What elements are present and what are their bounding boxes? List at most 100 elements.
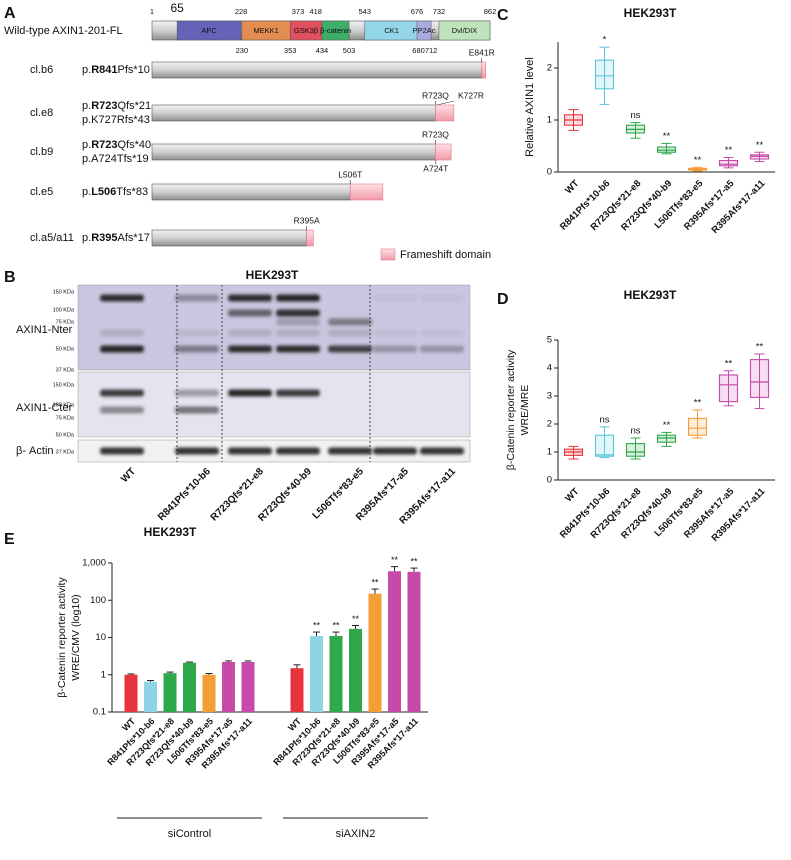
blot-membrane (77, 371, 471, 438)
y-axis-label: Relative AXIN1 level (524, 57, 536, 157)
chart-title: HEK293T (624, 288, 677, 302)
bar (290, 668, 304, 712)
mutation-part: R395 (91, 232, 117, 244)
bar (241, 661, 255, 712)
mutation-part: R841 (91, 64, 117, 76)
blot-band (100, 329, 144, 337)
blot-band (100, 294, 144, 302)
position-label: 434 (316, 46, 329, 55)
truncated-protein (151, 183, 351, 201)
significance: ns (630, 426, 640, 437)
domain-label: Dvl/DIX (452, 26, 477, 35)
y-tick-label: 2 (547, 63, 552, 74)
domain-label: PP2Ac (413, 26, 436, 35)
blot-band (228, 309, 272, 317)
bar (349, 628, 362, 712)
position-label: 373 (292, 7, 305, 16)
legend-label: Frameshift domain (400, 249, 491, 261)
position-label: 862 (484, 7, 497, 16)
blot-band (328, 345, 372, 353)
truncated-protein (151, 229, 307, 247)
y-tick-label: 1 (547, 115, 552, 126)
blot-band (373, 329, 417, 337)
x-tick-label: WT (563, 486, 581, 504)
blot-band (276, 309, 320, 317)
mutation-part: L506 (91, 186, 116, 198)
bar (310, 635, 323, 712)
chart-title: HEK293T (624, 6, 677, 20)
mutation-part: p. (82, 139, 91, 151)
clone-label: cl.b9 (30, 146, 53, 158)
mutation-part: Pfs*10 (117, 64, 149, 76)
blot-band (328, 329, 372, 337)
blot-row-label: AXIN1-Nter (16, 324, 73, 336)
blot-row-label: β- Actin (16, 445, 54, 457)
x-tick-label: R395Afs*17-a11 (710, 486, 768, 544)
y-tick-label: 5 (547, 335, 552, 346)
domain-label: MEKK1 (253, 26, 278, 35)
position-label: 732 (433, 7, 446, 16)
kda-label: 37 KDa (56, 367, 75, 373)
kda-label: 100 KDa (53, 307, 75, 313)
blot-band (420, 447, 464, 455)
blot-band (228, 345, 272, 353)
frameshift-domain (481, 61, 486, 79)
mutation-part: p. (82, 232, 91, 244)
mutation-label: p.R723Qfs*40 (82, 139, 151, 151)
y-axis-label: β-Catenin reporter activity (56, 577, 68, 698)
domain (176, 20, 242, 41)
note-leader (436, 100, 455, 106)
blot-band (175, 447, 219, 455)
bar (388, 571, 401, 712)
position-label: 1 (150, 7, 154, 16)
y-tick-label: 0 (547, 475, 552, 486)
significance: ns (630, 110, 640, 121)
bar (329, 635, 343, 712)
mutation-part: p. (82, 186, 91, 198)
significance: ** (332, 620, 340, 630)
position-label: 712 (425, 46, 438, 55)
significance: ** (725, 145, 733, 156)
position-label: 543 (359, 7, 372, 16)
group-label: siControl (168, 828, 211, 840)
box (749, 359, 770, 398)
bar (368, 593, 382, 712)
panel-label: C (497, 7, 509, 24)
significance: ** (352, 614, 360, 624)
mutation-label: p.K727Rfs*43 (82, 114, 150, 126)
blot-band (276, 318, 320, 326)
blot-band (228, 294, 272, 302)
bar (124, 674, 138, 712)
kda-label: 150 KDa (53, 289, 75, 295)
significance: ** (313, 620, 321, 630)
y-tick-label: 0.1 (93, 707, 106, 718)
blot-band (276, 345, 320, 353)
panel-label: E (4, 531, 15, 548)
frameshift-domain (349, 183, 384, 201)
mutation-part: Qfs*21 (117, 100, 151, 112)
significance: * (603, 35, 607, 46)
significance: ** (391, 555, 399, 565)
blot-band (175, 389, 219, 397)
kda-label: 75 KDa (56, 415, 75, 421)
group-label: siAXIN2 (336, 828, 376, 840)
mutation-label: p.R723Qfs*21 (82, 100, 151, 112)
significance: ** (694, 155, 702, 166)
position-label: 353 (284, 46, 297, 55)
y-tick-label: 1 (547, 447, 552, 458)
x-tick-label: R395Afs*17-a11 (710, 178, 768, 236)
y-tick-label: 1,000 (82, 558, 106, 569)
frameshift-domain (435, 143, 452, 161)
blot-band (328, 447, 372, 455)
mutation-label: p.L506Tfs*83 (82, 186, 148, 198)
mutation-note: R723Q (422, 129, 449, 139)
position-label: 228 (235, 7, 248, 16)
position-label: 418 (309, 7, 322, 16)
clone-label: cl.a5/a11 (30, 232, 74, 244)
mutation-part: p. (82, 100, 91, 112)
lane-label: R841Pfs*10-b6 (156, 466, 213, 523)
blot-row-label: AXIN1-Cter (16, 402, 73, 414)
kda-label: 100 KDa (53, 402, 75, 408)
